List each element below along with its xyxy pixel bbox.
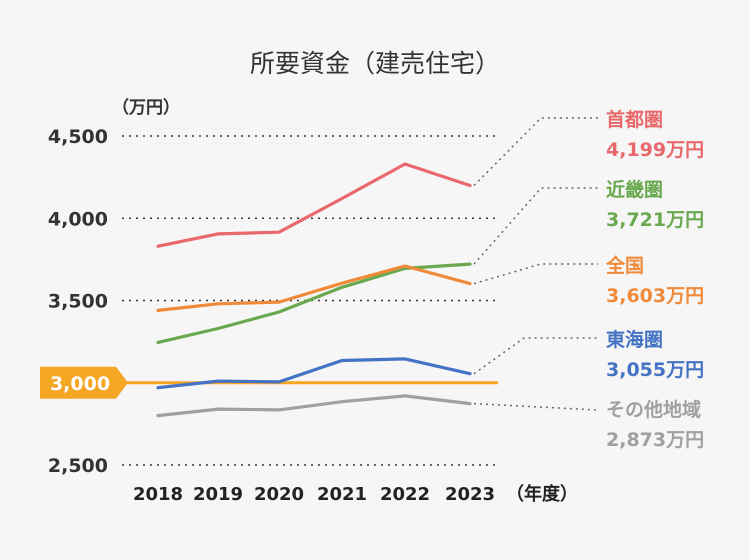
leader-line (473, 337, 598, 375)
reference-line-label: 3,000 (50, 373, 110, 395)
legend-value: 3,603万円 (606, 285, 704, 307)
y-tick-label: 3,500 (48, 291, 108, 313)
series-line-1 (156, 162, 472, 248)
chart-title: 所要資金（建売住宅） (250, 49, 500, 78)
x-tick-label: 2023 (445, 484, 495, 505)
series-line-5 (156, 394, 472, 418)
legend-name: その他地域 (606, 398, 701, 421)
leader-line (473, 402, 599, 411)
y-tick-label: 4,500 (48, 126, 108, 148)
legend-name: 首都圏 (606, 108, 663, 131)
series-lines (156, 162, 472, 418)
legend-name: 全国 (605, 254, 644, 277)
x-tick-label: 2019 (193, 484, 243, 505)
legend-leader-lines (473, 117, 599, 411)
x-axis-unit-label: （年度） (506, 483, 578, 505)
y-tick-label: 2,500 (48, 455, 108, 477)
x-axis-ticks: 2018 2019 2020 2021 2022 2023 (133, 484, 495, 505)
legend-value: 3,055万円 (606, 359, 704, 381)
leader-line (473, 187, 598, 265)
y-axis-unit-label: （万円） (112, 97, 180, 118)
y-axis-ticks: 4,500 4,000 3,500 2,500 (48, 126, 108, 477)
series-line-4 (156, 357, 472, 390)
x-tick-label: 2021 (317, 484, 367, 505)
reference-line-tag (40, 366, 128, 399)
series-line-2 (156, 262, 472, 344)
leader-line (473, 117, 598, 187)
x-tick-label: 2020 (254, 484, 304, 505)
legend-name: 近畿圏 (606, 178, 663, 201)
reference-line-group: 3,000 (40, 366, 498, 399)
legend-value: 3,721万円 (606, 209, 704, 231)
x-tick-label: 2022 (380, 484, 430, 505)
legend-name: 東海圏 (606, 328, 663, 351)
y-tick-label: 4,000 (48, 208, 108, 230)
series-line-3 (156, 264, 472, 312)
x-tick-label: 2018 (133, 484, 183, 505)
legend-value: 4,199万円 (606, 139, 704, 161)
leader-line (473, 263, 598, 285)
legend-value: 2,873万円 (606, 429, 704, 451)
